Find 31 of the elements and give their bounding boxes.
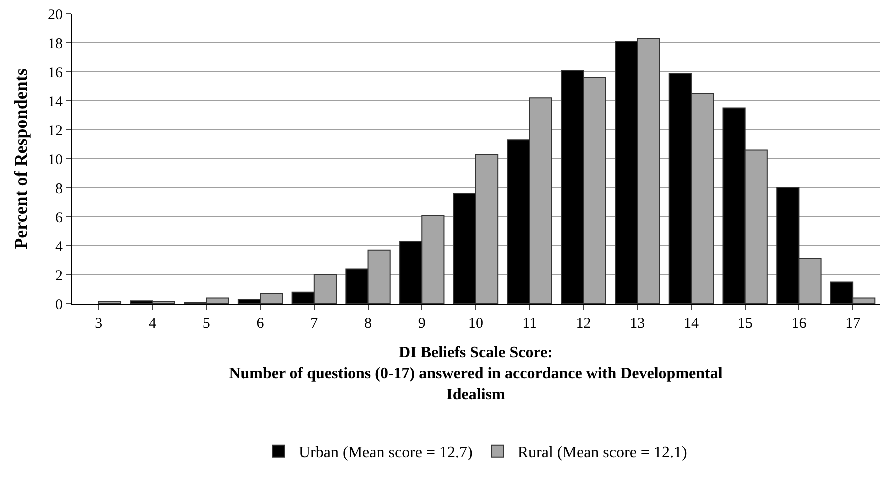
x-tick-label: 3 [95,316,103,332]
x-tick-label: 10 [468,316,484,332]
x-axis-title: DI Beliefs Scale Score: Number of questions (0-17) answered in accordance with Developmental Idealism [229,344,724,404]
x-tick-label: 16 [792,316,808,332]
x-tick-label: 11 [522,316,538,332]
y-tick-label: 12 [48,123,63,140]
y-tick-label: 4 [56,239,64,256]
x-tick-label: 6 [256,316,265,332]
x-tick-label: 8 [364,316,372,332]
x-tick-label: 4 [149,316,158,332]
y-axis-title: Percent of Respondents [11,68,32,250]
x-tick-label: 5 [202,316,210,332]
y-tick-label: 18 [48,36,63,52]
x-tick-label: 13 [630,316,646,332]
x-tick-label: 12 [576,316,592,332]
legend-label: Rural (Mean score = 12.1) [518,444,688,462]
y-tick-label: 20 [48,7,63,24]
y-tick-label: 8 [56,181,63,198]
legend-label: Urban (Mean score = 12.7) [299,444,473,462]
x-tick-label: 14 [684,316,700,332]
y-tick-label: 14 [48,94,64,110]
x-tick-label: 15 [738,316,753,332]
y-tick-label: 16 [48,65,64,82]
y-tick-label: 2 [56,268,63,284]
y-tick-label: 6 [56,210,64,226]
y-tick-label: 0 [56,297,63,314]
x-tick-label: 9 [418,316,426,332]
x-tick-label: 7 [310,316,319,332]
y-tick-label: 10 [48,152,63,168]
bar [98,301,122,304]
x-tick-label: 17 [846,316,862,332]
